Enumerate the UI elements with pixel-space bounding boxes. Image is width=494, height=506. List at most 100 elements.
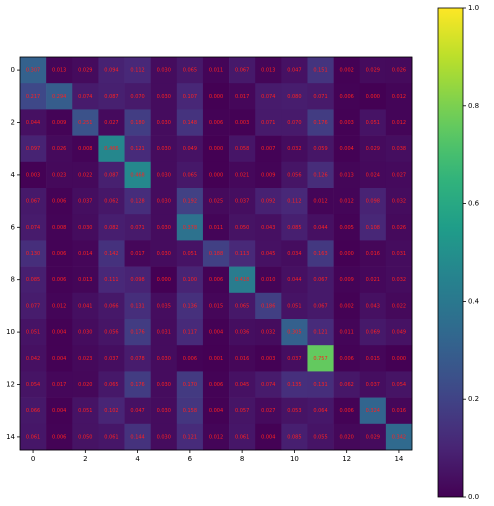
- cell: [72, 266, 99, 294]
- cell: [20, 371, 47, 398]
- cell-label: 0.006: [340, 356, 354, 362]
- cell-label: 0.087: [104, 172, 118, 178]
- cell-label: 0.000: [209, 172, 223, 178]
- cell-label: 0.085: [287, 434, 301, 440]
- cell: [72, 135, 99, 163]
- cell: [333, 266, 361, 294]
- cell: [385, 83, 413, 110]
- cell: [359, 83, 387, 110]
- cell-label: 0.070: [287, 120, 301, 126]
- cell: [20, 345, 47, 372]
- cell-label: 0.056: [287, 172, 301, 178]
- x-tick-label: 12: [342, 455, 351, 463]
- cell: [385, 266, 413, 294]
- cell-label: 0.006: [209, 382, 223, 388]
- cell-label: 0.087: [104, 94, 118, 100]
- cell: [202, 214, 230, 241]
- x-tick-label: 10: [290, 455, 299, 463]
- x-tick-label: 8: [240, 455, 244, 463]
- colorbar-tick-label: 0.6: [468, 200, 480, 208]
- cell: [176, 83, 204, 110]
- cell-label: 0.062: [104, 199, 118, 205]
- cell-label: 0.053: [287, 408, 301, 414]
- cell: [202, 423, 230, 451]
- colorbar-tick-label: 0.8: [468, 102, 479, 110]
- cell-label: 0.021: [235, 172, 249, 178]
- cell-label: 0.065: [183, 68, 197, 74]
- cell: [333, 135, 361, 163]
- cell: [359, 135, 387, 163]
- cell-label: 0.102: [104, 408, 118, 414]
- cell-label: 0.030: [157, 356, 171, 362]
- cell: [333, 345, 361, 372]
- cell-label: 0.051: [183, 251, 197, 257]
- cell-label: 0.085: [287, 225, 301, 231]
- cell: [359, 292, 387, 320]
- cell-label: 0.027: [392, 172, 406, 178]
- cell: [150, 57, 178, 84]
- cell: [229, 109, 256, 136]
- cell: [333, 188, 361, 215]
- y-tick-label: 4: [11, 171, 16, 179]
- cell-label: 0.130: [26, 251, 40, 257]
- cell-label: 0.057: [235, 408, 249, 414]
- cell-label: 0.051: [366, 120, 380, 126]
- cell-label: 0.017: [52, 382, 66, 388]
- cell-label: 0.030: [157, 120, 171, 126]
- cell-label: 0.067: [26, 199, 40, 205]
- cell: [46, 188, 73, 215]
- cell: [255, 161, 282, 189]
- cell: [124, 292, 151, 320]
- cell: [98, 214, 125, 241]
- cell-label: 0.126: [313, 172, 327, 178]
- cell-label: 0.074: [26, 225, 40, 231]
- cell: [333, 57, 361, 84]
- cell-label: 0.058: [235, 146, 249, 152]
- cell-label: 0.080: [287, 94, 301, 100]
- cell-label: 0.054: [26, 382, 40, 388]
- cell-label: 0.082: [104, 225, 118, 231]
- cell-label: 0.013: [261, 68, 275, 74]
- cell-label: 0.003: [261, 356, 275, 362]
- cell: [307, 266, 334, 294]
- cell-label: 0.022: [78, 172, 92, 178]
- cell-label: 0.007: [261, 146, 275, 152]
- cell-label: 0.074: [261, 94, 275, 100]
- cell: [333, 292, 361, 320]
- cell: [202, 240, 230, 267]
- cell-label: 0.023: [78, 356, 92, 362]
- cell: [150, 397, 178, 425]
- cell: [307, 214, 334, 241]
- cell: [124, 188, 151, 215]
- cell-label: 0.011: [209, 68, 223, 74]
- cell: [150, 188, 178, 215]
- cell: [20, 135, 47, 163]
- cell: [385, 397, 413, 425]
- y-tick-label: 0: [11, 66, 15, 74]
- cell: [359, 240, 387, 267]
- cell: [176, 214, 204, 241]
- cell-label: 0.131: [130, 303, 144, 309]
- cell-label: 0.192: [183, 199, 197, 205]
- cell-label: 0.067: [235, 68, 249, 74]
- cell-label: 0.041: [78, 303, 92, 309]
- cell: [281, 345, 308, 372]
- cell: [98, 161, 125, 189]
- cell-label: 0.037: [287, 356, 301, 362]
- cell: [124, 83, 151, 110]
- cell-label: 0.000: [157, 277, 171, 283]
- cell-label: 0.023: [52, 172, 66, 178]
- cell-label: 0.006: [209, 277, 223, 283]
- cell-label: 0.009: [340, 277, 354, 283]
- cell: [255, 423, 282, 451]
- cell-label: 0.071: [261, 120, 275, 126]
- cell: [333, 83, 361, 110]
- cell-label: 0.002: [340, 303, 354, 309]
- cell: [176, 371, 204, 398]
- cell: [255, 240, 282, 267]
- cell: [98, 345, 125, 372]
- cell-label: 0.012: [392, 120, 406, 126]
- cell: [72, 397, 99, 425]
- cell-label: 0.757: [313, 356, 327, 362]
- cell: [307, 345, 334, 372]
